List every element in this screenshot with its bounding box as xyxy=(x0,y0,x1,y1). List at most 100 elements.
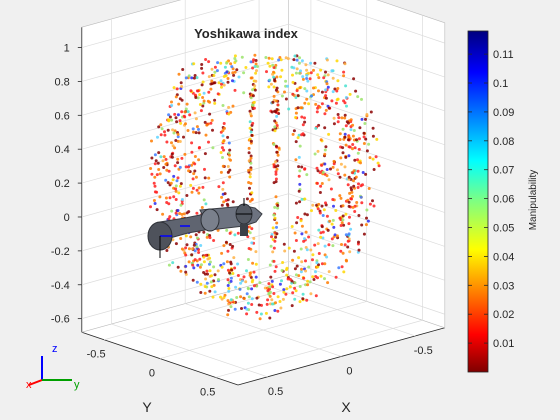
point xyxy=(252,270,256,274)
point xyxy=(178,184,182,188)
point xyxy=(189,183,193,187)
colorbar-label: Manipulability xyxy=(528,170,539,231)
point xyxy=(342,270,346,274)
point xyxy=(283,90,286,94)
point xyxy=(202,230,206,234)
point xyxy=(212,74,216,77)
point xyxy=(311,275,315,279)
point xyxy=(275,232,279,236)
point xyxy=(274,180,278,184)
point xyxy=(211,146,215,150)
point xyxy=(303,197,307,201)
point xyxy=(356,95,360,99)
point xyxy=(317,228,321,232)
point xyxy=(170,141,173,145)
point xyxy=(272,94,276,98)
point xyxy=(316,242,320,246)
point xyxy=(232,256,236,260)
point xyxy=(340,116,344,120)
point xyxy=(259,312,263,316)
point xyxy=(290,65,294,69)
point xyxy=(346,245,350,249)
point xyxy=(336,113,340,116)
point xyxy=(356,158,359,162)
point xyxy=(338,132,342,136)
point xyxy=(200,83,204,87)
point xyxy=(226,80,230,84)
point xyxy=(207,176,211,180)
point xyxy=(270,235,273,239)
point xyxy=(368,156,372,160)
point xyxy=(285,268,288,272)
point xyxy=(319,231,323,235)
point xyxy=(344,84,348,88)
point xyxy=(198,257,202,261)
point xyxy=(286,84,289,88)
point xyxy=(201,104,205,108)
point xyxy=(320,102,324,106)
point xyxy=(330,222,334,226)
point xyxy=(174,116,178,120)
point xyxy=(343,113,347,117)
point xyxy=(303,87,307,91)
point xyxy=(195,245,199,249)
point xyxy=(369,110,373,114)
point xyxy=(347,154,351,158)
point xyxy=(227,308,230,312)
point xyxy=(226,135,230,139)
point xyxy=(167,263,171,267)
point xyxy=(295,264,299,268)
point xyxy=(331,90,335,94)
point xyxy=(258,317,262,321)
point xyxy=(246,286,250,290)
point xyxy=(222,75,226,78)
point xyxy=(339,196,343,200)
point xyxy=(226,299,230,303)
point xyxy=(306,279,310,283)
point xyxy=(298,285,302,288)
point xyxy=(326,73,330,77)
point xyxy=(299,106,303,110)
point xyxy=(245,197,249,201)
point xyxy=(217,81,221,85)
point xyxy=(193,111,197,115)
point xyxy=(248,231,252,235)
point xyxy=(250,227,254,231)
point xyxy=(178,119,182,123)
point xyxy=(233,88,237,92)
point xyxy=(203,152,207,156)
point xyxy=(221,181,225,185)
point xyxy=(331,244,335,248)
point xyxy=(203,120,207,124)
point xyxy=(334,209,338,212)
point xyxy=(216,228,220,232)
point xyxy=(233,233,237,237)
point xyxy=(187,260,191,264)
point xyxy=(344,96,348,99)
point xyxy=(228,231,232,235)
point xyxy=(351,171,355,175)
point xyxy=(240,55,244,59)
point xyxy=(332,116,336,120)
point xyxy=(197,191,201,195)
point xyxy=(160,127,164,131)
point xyxy=(193,162,197,166)
point xyxy=(278,300,282,303)
point xyxy=(300,232,304,236)
point xyxy=(176,135,180,139)
point xyxy=(331,218,335,222)
point xyxy=(316,149,320,153)
point xyxy=(299,247,303,251)
point xyxy=(307,102,311,106)
point xyxy=(253,53,257,57)
point xyxy=(188,113,192,117)
z-tick-label: 0.4 xyxy=(55,144,70,156)
point xyxy=(346,121,350,125)
point xyxy=(184,234,188,238)
point xyxy=(192,62,196,66)
point xyxy=(159,155,163,159)
point xyxy=(275,114,279,118)
point xyxy=(274,88,278,92)
point xyxy=(223,293,227,297)
x-tick-label: -0.5 xyxy=(414,345,433,357)
